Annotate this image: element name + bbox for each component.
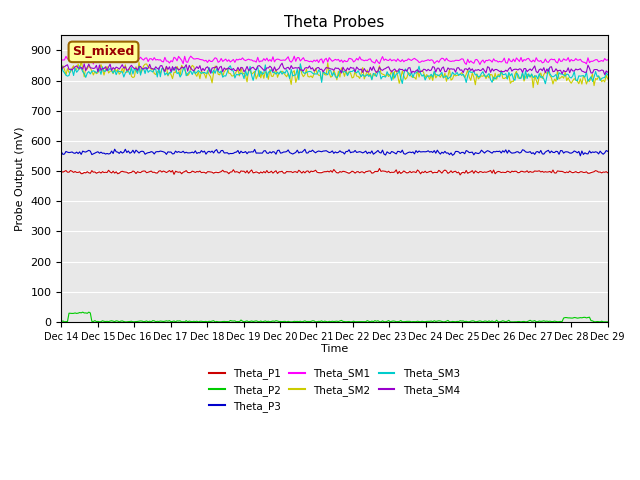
Theta_P3 [111,146,118,152]
Theta_SM2 [77,58,85,64]
Theta_P3 [126,150,134,156]
Theta_SM4 [220,65,228,71]
Theta_SM1 [222,56,230,62]
Theta_P2 [127,318,135,324]
Theta_SM3 [239,71,246,77]
Theta_P1 [376,166,383,171]
Theta_P2 [604,319,612,325]
Theta_SM4 [58,67,65,72]
Theta_P3 [222,150,230,156]
Theta_SM1 [113,53,120,59]
Theta_SM1 [476,61,484,67]
Theta_SM1 [604,57,612,63]
Theta_SM1 [240,57,248,63]
Theta_SM2 [529,85,537,91]
Theta_SM1 [298,56,306,62]
Theta_SM3 [541,81,549,86]
Theta_SM4 [601,72,609,77]
Theta_SM3 [58,62,65,68]
Theta_P3 [604,148,612,154]
Theta_SM4 [575,67,582,72]
Theta_P2 [122,319,129,325]
Theta_P2 [300,319,307,324]
Y-axis label: Probe Output (mV): Probe Output (mV) [15,126,25,231]
Text: SI_mixed: SI_mixed [72,46,134,59]
Theta_P2 [251,318,259,324]
Theta_SM3 [577,73,584,79]
Legend: Theta_P1, Theta_P2, Theta_P3, Theta_SM1, Theta_SM2, Theta_SM3, Theta_SM4: Theta_P1, Theta_P2, Theta_P3, Theta_SM1,… [205,364,464,416]
Theta_SM1 [126,59,134,64]
Line: Theta_SM1: Theta_SM1 [61,56,608,64]
Line: Theta_P3: Theta_P3 [61,149,608,156]
Line: Theta_SM3: Theta_SM3 [61,64,608,84]
Theta_SM3 [298,67,306,73]
Theta_P1 [577,169,584,175]
Theta_P1 [239,168,246,174]
Theta_SM2 [298,71,306,77]
Theta_P3 [575,148,582,154]
Theta_SM2 [604,76,612,82]
Theta_P3 [298,149,306,155]
Theta_SM4 [278,60,286,66]
Theta_SM4 [604,69,612,75]
Theta_SM2 [577,76,584,82]
Theta_P1 [220,169,228,175]
Theta_SM3 [248,72,255,78]
Theta_SM4 [239,65,246,71]
Line: Theta_SM2: Theta_SM2 [61,61,608,88]
Theta_SM3 [604,72,612,78]
Theta_P1 [125,170,132,176]
Theta_P2 [242,318,250,324]
Theta_P1 [604,170,612,176]
Theta_SM2 [250,70,257,76]
Theta_SM3 [125,68,132,74]
Theta_P1 [58,168,65,174]
Theta_P1 [248,167,255,173]
Theta_P2 [223,319,231,324]
Theta_SM3 [220,73,228,79]
Theta_SM1 [250,58,257,64]
Line: Theta_SM4: Theta_SM4 [61,63,608,74]
Theta_SM1 [58,57,65,63]
Theta_P2 [58,319,65,324]
Title: Theta Probes: Theta Probes [284,15,385,30]
Theta_P3 [577,153,584,159]
Theta_SM2 [126,65,134,71]
Theta_SM2 [240,70,248,76]
Theta_SM3 [296,61,304,67]
Theta_P3 [58,149,65,155]
Theta_P3 [250,149,257,155]
Theta_P1 [296,168,304,174]
Theta_SM4 [298,67,306,73]
Line: Theta_P1: Theta_P1 [61,168,608,175]
Theta_P2 [85,309,93,315]
Theta_SM4 [125,67,132,72]
Theta_P2 [577,315,584,321]
Theta_SM1 [577,56,584,62]
Theta_SM4 [248,65,255,71]
Theta_P3 [240,150,248,156]
Theta_P1 [456,172,464,178]
Line: Theta_P2: Theta_P2 [61,312,608,322]
Theta_SM2 [222,67,230,73]
Theta_SM2 [58,65,65,71]
X-axis label: Time: Time [321,344,348,354]
